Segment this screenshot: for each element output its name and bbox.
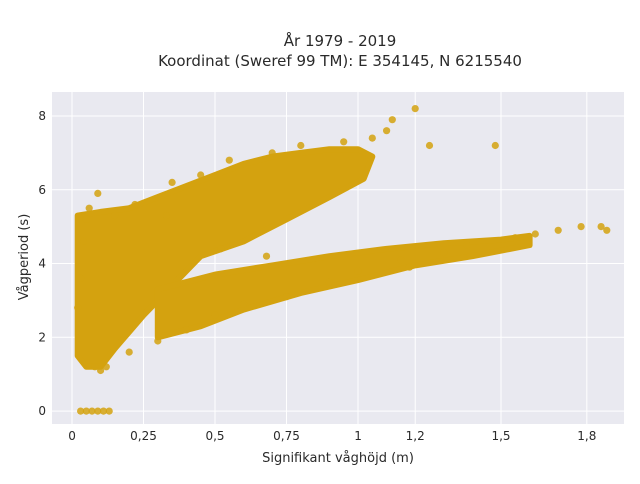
data-point	[383, 127, 391, 135]
data-point	[388, 116, 396, 124]
data-point	[97, 366, 105, 375]
data-point	[554, 226, 562, 234]
x-tick-label: 0,5	[205, 429, 224, 443]
data-point	[354, 267, 362, 275]
data-point	[168, 178, 176, 186]
y-axis-label: Vågperiod (s)	[17, 214, 32, 301]
data-point	[154, 337, 162, 345]
y-tick-label: 8	[38, 109, 46, 123]
data-point	[125, 348, 133, 356]
data-point	[325, 278, 333, 286]
data-point	[79, 237, 88, 245]
data-point	[491, 141, 499, 150]
scatter-points	[74, 105, 611, 415]
data-point	[597, 223, 605, 231]
data-point	[463, 241, 471, 249]
x-tick-label: 1	[354, 429, 362, 443]
data-point	[440, 248, 448, 257]
data-point	[340, 138, 348, 146]
data-point	[297, 141, 305, 150]
data-point	[77, 274, 85, 282]
y-tick-label: 2	[38, 330, 46, 344]
data-point	[82, 407, 90, 415]
x-tick-label: 0,25	[130, 429, 157, 443]
data-point	[94, 189, 102, 197]
data-point	[105, 407, 113, 415]
data-point	[94, 407, 102, 415]
data-point	[182, 326, 190, 334]
y-axis-ticks: 0 2 4 6 8	[38, 109, 46, 418]
data-point	[603, 226, 611, 234]
data-point	[102, 363, 110, 371]
data-point	[197, 171, 205, 179]
chart-subtitle: Koordinat (Sweref 99 TM): E 354145, N 62…	[158, 52, 522, 70]
lower-band-envelope	[154, 232, 533, 341]
x-tick-label: 1,5	[491, 429, 510, 443]
data-point	[397, 256, 405, 264]
data-point	[77, 407, 85, 415]
data-point	[368, 134, 376, 142]
data-point	[225, 156, 233, 164]
chart-title: År 1979 - 2019	[284, 31, 397, 50]
data-point	[88, 407, 96, 415]
data-point	[211, 311, 219, 319]
x-tick-label: 0	[68, 429, 76, 443]
data-point	[162, 212, 170, 220]
data-point	[74, 304, 82, 312]
x-axis-label: Signifikant våghöjd (m)	[262, 451, 414, 466]
data-point	[268, 149, 276, 157]
scatter-density-layer	[74, 146, 533, 370]
data-point	[99, 407, 108, 415]
data-point	[577, 223, 585, 231]
y-tick-label: 6	[38, 183, 46, 197]
data-point	[240, 300, 248, 308]
data-point	[425, 141, 434, 150]
data-point	[91, 363, 99, 371]
data-point	[411, 105, 419, 113]
data-point	[131, 200, 139, 209]
x-axis-ticks: 0 0,25 0,5 0,75 1 1,2 1,5 1,8	[68, 429, 596, 443]
data-point	[262, 252, 271, 260]
data-point	[217, 245, 225, 253]
data-point	[405, 263, 414, 271]
y-tick-label: 4	[38, 257, 46, 271]
data-point	[111, 212, 119, 220]
data-point	[82, 215, 90, 223]
x-tick-label: 1,8	[577, 429, 596, 443]
x-tick-label: 1,2	[406, 429, 425, 443]
data-point	[282, 293, 291, 301]
y-tick-label: 0	[38, 404, 46, 418]
data-point	[511, 234, 519, 242]
upper-cluster-envelope	[74, 146, 376, 370]
data-point	[85, 204, 93, 212]
x-tick-label: 0,75	[273, 429, 300, 443]
data-point	[531, 230, 539, 238]
